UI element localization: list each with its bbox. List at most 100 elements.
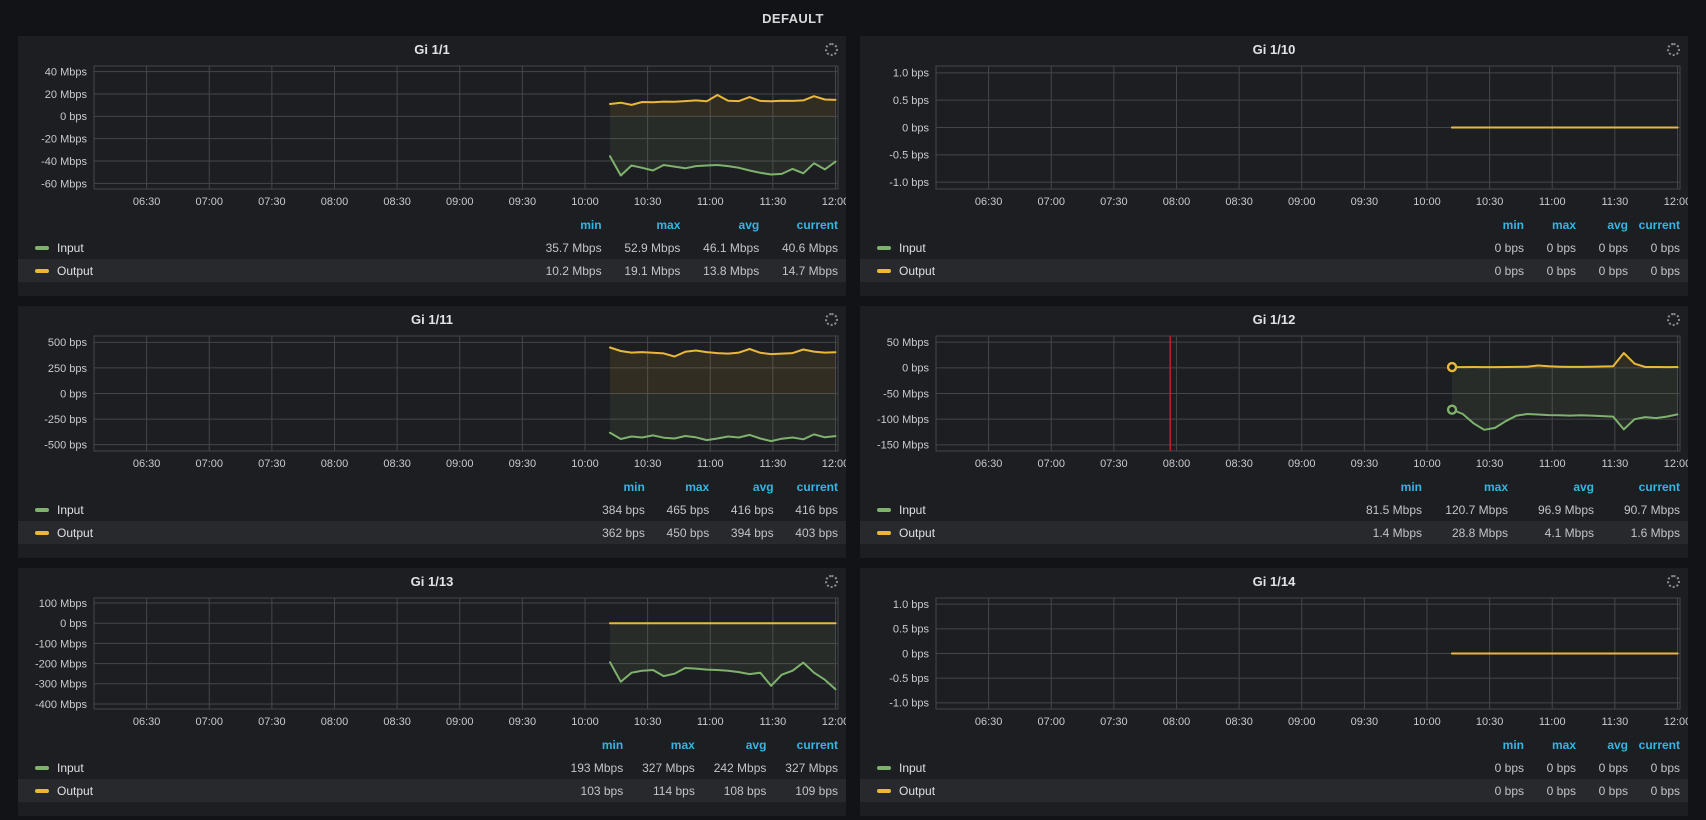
legend-header-max[interactable]: max <box>685 479 710 494</box>
x-axis-tick-label: 10:00 <box>571 458 599 470</box>
legend-value-min: 81.5 Mbps <box>1365 502 1422 517</box>
legend-header-max[interactable]: max <box>1483 479 1508 494</box>
legend-value-max: 28.8 Mbps <box>1451 525 1508 540</box>
panel-header: Gi 1/11 <box>18 306 846 332</box>
x-axis-tick-label: 09:30 <box>1351 196 1379 208</box>
legend-header-current[interactable]: current <box>796 479 838 494</box>
x-axis-tick-label: 11:30 <box>1602 458 1629 470</box>
legend-header-avg[interactable]: avg <box>738 217 760 232</box>
legend-swatch-input-icon <box>877 245 891 250</box>
x-axis-tick-label: 10:30 <box>1476 716 1504 728</box>
legend-header-avg[interactable]: avg <box>1607 217 1628 232</box>
legend-header-max[interactable]: max <box>656 217 681 232</box>
legend-series-label: Output <box>899 263 936 278</box>
legend-series-name[interactable]: Input <box>35 761 84 775</box>
panel-title[interactable]: Gi 1/11 <box>411 311 453 327</box>
legend-series-name[interactable]: Output <box>877 526 935 540</box>
x-axis-tick-label: 10:00 <box>1413 716 1441 728</box>
legend-series-name[interactable]: Output <box>35 784 93 798</box>
legend-header-current[interactable]: current <box>796 217 838 232</box>
x-axis-tick-label: 09:30 <box>509 716 537 728</box>
series-fill-input <box>1452 367 1678 430</box>
legend-header-current[interactable]: current <box>1638 737 1680 752</box>
legend-header-max[interactable]: max <box>670 737 695 752</box>
panel-title[interactable]: Gi 1/13 <box>410 573 454 589</box>
x-axis-tick-label: 11:00 <box>697 458 724 470</box>
legend-header-min[interactable]: min <box>580 217 602 232</box>
x-axis-tick-label: 09:30 <box>1351 458 1379 470</box>
legend-row-output: Output 10.2 Mbps 19.1 Mbps 13.8 Mbps 14.7 Mb… <box>18 259 846 282</box>
y-axis-tick-label: -60 Mbps <box>41 178 87 190</box>
legend-series-label: Input <box>57 240 84 255</box>
panel-header: Gi 1/10 <box>860 36 1688 62</box>
legend-row-input: Input 384 bps 465 bps 416 bps 416 bps <box>18 498 846 521</box>
series-fill-input <box>610 116 836 176</box>
x-axis-tick-label: 06:30 <box>975 716 1003 728</box>
legend-series-label: Input <box>899 240 926 255</box>
legend-series-name[interactable]: Output <box>877 264 935 278</box>
legend-header-current[interactable]: current <box>1638 217 1680 232</box>
panel-title[interactable]: Gi 1/12 <box>1252 311 1296 327</box>
legend-swatch-output-icon <box>35 788 49 793</box>
legend: min max avg current Input 0 bps 0 bps 0 bps 0 bp… <box>860 213 1688 296</box>
chart-plot[interactable]: 50 Mbps 0 bps -50 Mbps -100 Mbps -150 Mbps 06… <box>860 332 1688 475</box>
legend-series-name[interactable]: Output <box>35 264 93 278</box>
x-axis-tick-label: 10:30 <box>634 458 662 470</box>
series-line-output <box>1451 352 1679 369</box>
chart-plot[interactable]: 40 Mbps 20 Mbps 0 bps -20 Mbps -40 Mbps -60 M… <box>18 62 846 213</box>
legend-swatch-output-icon <box>877 788 891 793</box>
legend-header-current[interactable]: current <box>1638 479 1680 494</box>
legend-series-name[interactable]: Input <box>877 503 926 517</box>
legend-header-avg[interactable]: avg <box>1573 479 1594 494</box>
legend-value-max: 450 bps <box>666 525 710 540</box>
legend-value-avg: 46.1 Mbps <box>703 240 760 255</box>
x-axis-tick-label: 10:30 <box>1476 196 1504 208</box>
panel-title[interactable]: Gi 1/1 <box>414 41 450 57</box>
x-axis-tick-label: 06:30 <box>975 458 1003 470</box>
legend-header-current[interactable]: current <box>796 737 838 752</box>
legend-series-name[interactable]: Input <box>877 761 926 775</box>
legend-series-label: Output <box>57 783 94 798</box>
y-axis-tick-label: 0 bps <box>902 363 929 375</box>
chart-plot[interactable]: 1.0 bps 0.5 bps 0 bps -0.5 bps -1.0 bps 06:30… <box>860 594 1688 733</box>
legend-value-current: 90.7 Mbps <box>1623 502 1680 517</box>
legend-header-avg[interactable]: avg <box>1607 737 1628 752</box>
panel-title[interactable]: Gi 1/14 <box>1252 573 1296 589</box>
row-title[interactable]: DEFAULT <box>762 10 824 26</box>
panel-gi-1-11: Gi 1/11 500 bps 250 bps 0 bps -250 bps -500 b… <box>18 306 846 558</box>
legend-header-avg[interactable]: avg <box>745 737 767 752</box>
legend-header-min[interactable]: min <box>623 479 645 494</box>
legend-value-current: 403 bps <box>795 525 838 540</box>
x-axis-tick-label: 07:30 <box>258 716 286 728</box>
legend-series-name[interactable]: Output <box>877 784 935 798</box>
legend-value-current: 416 bps <box>795 502 838 517</box>
legend-series-label: Input <box>899 760 926 775</box>
legend-value-max: 120.7 Mbps <box>1445 502 1508 517</box>
legend-header-min[interactable]: min <box>1502 737 1524 752</box>
legend-header-avg[interactable]: avg <box>752 479 774 494</box>
legend-series-name[interactable]: Input <box>877 241 926 255</box>
legend-series-label: Input <box>57 502 84 517</box>
legend-header-max[interactable]: max <box>1551 737 1576 752</box>
legend-header-min[interactable]: min <box>601 737 624 752</box>
chart-plot[interactable]: 500 bps 250 bps 0 bps -250 bps -500 bps 06:30… <box>18 332 846 475</box>
x-axis-tick-label: 10:30 <box>1476 458 1504 470</box>
legend-series-name[interactable]: Output <box>35 526 93 540</box>
chart-plot[interactable]: 1.0 bps 0.5 bps 0 bps -0.5 bps -1.0 bps 06:30… <box>860 62 1688 213</box>
y-axis-tick-label: -100 Mbps <box>877 414 929 426</box>
legend-series-label: Input <box>57 760 84 775</box>
legend: min max avg current Input 0 bps 0 bps 0 bps 0 bp… <box>860 733 1688 816</box>
legend-series-name[interactable]: Input <box>35 241 84 255</box>
legend-header-min[interactable]: min <box>1400 479 1422 494</box>
panel-title[interactable]: Gi 1/10 <box>1252 41 1296 57</box>
chart-plot[interactable]: 100 Mbps 0 bps -100 Mbps -200 Mbps -300 Mbps… <box>18 594 846 733</box>
legend-value-avg: 416 bps <box>730 502 774 517</box>
legend-header-max[interactable]: max <box>1551 217 1576 232</box>
legend-header-row: min max avg current <box>860 213 1688 236</box>
x-axis-tick-label: 09:00 <box>1288 716 1316 728</box>
legend-value-max: 0 bps <box>1546 263 1576 278</box>
legend-row-output: Output 362 bps 450 bps 394 bps 403 bps <box>18 521 846 544</box>
legend-series-name[interactable]: Input <box>35 503 84 517</box>
legend-value-max: 0 bps <box>1546 783 1576 798</box>
legend-header-min[interactable]: min <box>1502 217 1524 232</box>
